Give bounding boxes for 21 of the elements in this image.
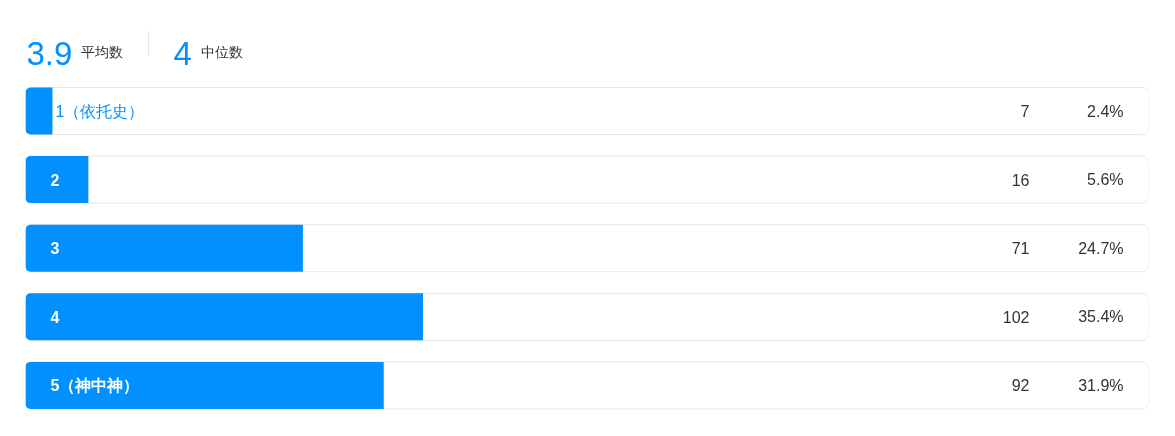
y-tick-label: 3 [50,240,60,258]
text: 71 [1011,240,1030,258]
y-tick-label: 5（神中神） [50,376,140,395]
bar [25,361,384,409]
text: 7 [1020,103,1030,120]
bar [25,87,53,135]
data-label: 35.4% [1078,308,1124,326]
bar [25,224,303,272]
y-tick-label: 2 [50,171,60,189]
y-tick-label: 1（依托史） [55,102,145,120]
text: 16 [1011,171,1030,189]
data-label: 5.6% [1087,171,1124,189]
data-label: 2.4% [1087,102,1124,120]
text: 3.9 平均数 [26,35,124,72]
bar [25,156,89,204]
text: 92 [1011,377,1030,395]
y-tick-label: 4 [50,308,60,326]
data-label: 24.7% [1078,239,1124,257]
text: 102 [1002,308,1030,326]
text: 4 中位数 [173,35,243,72]
data-label: 31.9% [1078,376,1124,394]
